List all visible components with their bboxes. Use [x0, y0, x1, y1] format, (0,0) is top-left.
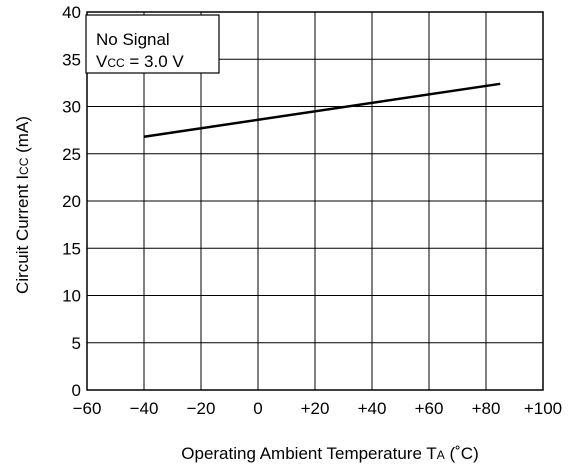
y-tick-label: 0: [72, 381, 81, 400]
y-axis-label: Circuit Current ICC (mA): [13, 116, 32, 294]
series-line: [143, 82, 501, 138]
y-tick-label: 20: [62, 192, 81, 211]
y-tick-label: 15: [62, 239, 81, 258]
x-axis-label: Operating Ambient Temperature TA (˚C): [181, 444, 478, 463]
y-tick-label: 10: [62, 287, 81, 306]
x-tick-labels: −60 −40 −20 0 +20 +40 +60 +80 +100: [73, 399, 563, 418]
series-group: [143, 82, 501, 138]
y-tick-label: 35: [62, 50, 81, 69]
y-tick-label: 25: [62, 145, 81, 164]
annotation-box: No Signal VCC = 3.0 V: [85, 14, 220, 74]
x-tick-label: +100: [524, 399, 562, 418]
y-tick-label: 5: [72, 334, 81, 353]
x-tick-label: −20: [187, 399, 216, 418]
y-tick-labels: 0 5 10 15 20 25 30 35 40: [62, 3, 81, 400]
x-tick-label: +60: [415, 399, 444, 418]
y-tick-label: 30: [62, 98, 81, 117]
plot-frame: [86, 11, 544, 391]
x-tick-label: +80: [472, 399, 501, 418]
x-tick-label: +20: [301, 399, 330, 418]
annotation-line1: No Signal: [96, 30, 170, 49]
annotation-line2: VCC = 3.0 V: [96, 52, 184, 71]
grid: [87, 12, 543, 390]
x-tick-label: −40: [130, 399, 159, 418]
x-tick-label: −60: [73, 399, 102, 418]
y-tick-label: 40: [62, 3, 81, 22]
x-tick-label: +40: [358, 399, 387, 418]
x-tick-label: 0: [253, 399, 262, 418]
